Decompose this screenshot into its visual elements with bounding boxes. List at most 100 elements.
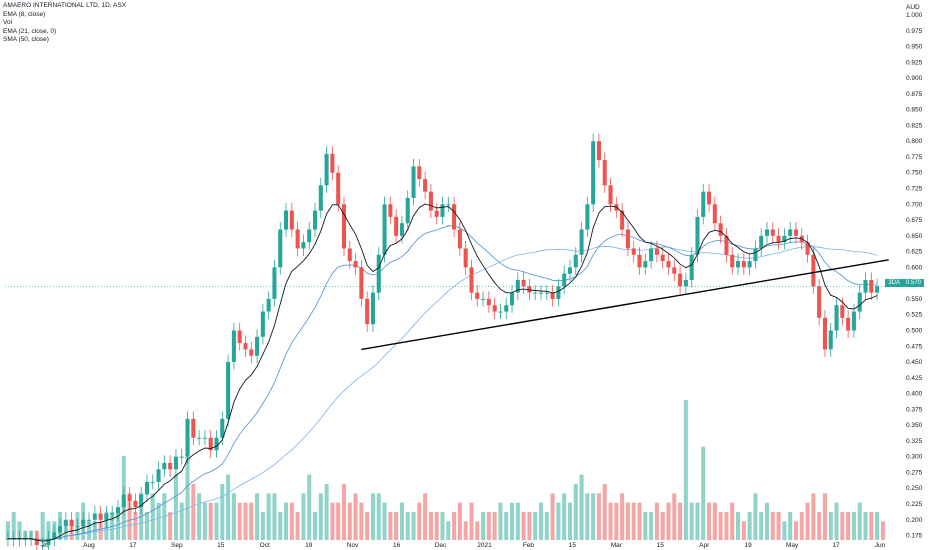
volume-bar (405, 512, 410, 540)
candle-body (370, 292, 375, 325)
volume-bar (678, 502, 683, 540)
x-tick-label: May (786, 542, 799, 549)
candle-body (654, 248, 659, 255)
x-tick-label: 17 (129, 542, 137, 549)
volume-bar (585, 493, 590, 540)
y-tick-label: 0.525 (906, 312, 923, 319)
candle-body (214, 437, 219, 451)
volume-bar (481, 512, 486, 540)
volume-bar (863, 512, 868, 540)
candle-body (98, 513, 103, 520)
legend-vol: Vol (3, 19, 13, 26)
volume-bar (608, 502, 613, 540)
volume-bar (376, 493, 381, 540)
volume-bar (544, 512, 549, 540)
x-tick-label: Oct (260, 542, 270, 549)
x-tick-label: Nov (347, 542, 359, 549)
candle-body (822, 317, 827, 350)
volume-bar (173, 474, 178, 540)
volume-bar (712, 502, 717, 540)
volume-bar (452, 512, 457, 540)
x-tick-label: 19 (745, 542, 753, 549)
volume-bar (150, 493, 155, 540)
volume-bar (486, 512, 491, 540)
candle-body (579, 229, 584, 255)
candle-body (608, 185, 613, 205)
y-tick-label: 0.775 (906, 154, 923, 161)
candle-body (805, 242, 810, 255)
candle-body (191, 418, 196, 438)
volume-bar (498, 502, 503, 540)
volume-bar (434, 512, 439, 540)
candle-body (463, 248, 468, 268)
candle-body (40, 545, 45, 546)
candle-body (753, 248, 758, 262)
volume-bar (822, 493, 827, 540)
volume-bar (770, 512, 775, 540)
volume-bar (602, 484, 607, 540)
volume-bar (724, 512, 729, 540)
volume-bar (880, 521, 885, 540)
candle-body (168, 462, 173, 470)
candle-body (707, 191, 712, 205)
candle-body (712, 204, 717, 224)
y-tick-label: 0.475 (906, 343, 923, 350)
candle-body (75, 526, 80, 528)
volume-bar (840, 512, 845, 540)
candle-body (510, 292, 515, 306)
sma50-line (7, 245, 878, 541)
candle-body (127, 494, 132, 501)
candle-body (440, 204, 445, 217)
ema8-line (7, 203, 878, 542)
volume-bar (249, 502, 254, 540)
legend-title: AMAERO INTERNATIONAL LTD, 1D, ASX (3, 2, 127, 9)
candle-body (875, 286, 880, 293)
volume-bar (289, 502, 294, 540)
candle-body (828, 330, 833, 350)
candle-body (255, 336, 260, 356)
candle-body (92, 513, 97, 520)
volume-bar (828, 512, 833, 540)
candle-body (475, 292, 480, 299)
legend-ema8: EMA (8, close) (3, 10, 46, 18)
x-tick-label: 17 (832, 542, 840, 549)
candle-body (724, 235, 729, 255)
candle-body (857, 292, 862, 312)
x-tick-label: 19 (305, 542, 313, 549)
candle-body (793, 229, 799, 236)
candle-body (538, 292, 544, 294)
volume-bar (793, 521, 799, 540)
y-tick-label: 0.750 (906, 170, 923, 177)
volume-bar (515, 502, 520, 540)
candle-body (851, 311, 856, 331)
volume-bar (637, 502, 642, 540)
candle-body (573, 254, 578, 268)
candle-body (631, 248, 636, 255)
candle-body (34, 538, 39, 545)
volume-bar (144, 512, 149, 540)
candle-body (556, 286, 561, 299)
candle-body (428, 191, 433, 211)
x-tick-label: 15 (657, 542, 665, 549)
y-tick-label: 0.300 (906, 454, 923, 461)
candle-body (643, 261, 648, 268)
candle-body (741, 261, 746, 268)
candle-body (46, 538, 51, 545)
candle-body (481, 298, 486, 300)
volume-bar (341, 484, 347, 540)
y-tick-label: 0.800 (906, 138, 923, 145)
candle-body (312, 210, 318, 230)
volume-bar (747, 512, 752, 540)
candle-body (399, 223, 404, 236)
candle-body (625, 229, 630, 249)
y-tick-label: 0.950 (906, 44, 923, 51)
candle-body (353, 261, 358, 268)
candle-body (718, 223, 723, 236)
volume-bar (817, 512, 822, 540)
candle-body (17, 538, 22, 540)
candle-body (550, 292, 555, 299)
x-tick-label: Apr (699, 542, 710, 549)
candle-body (133, 500, 138, 508)
candle-body (144, 481, 149, 495)
